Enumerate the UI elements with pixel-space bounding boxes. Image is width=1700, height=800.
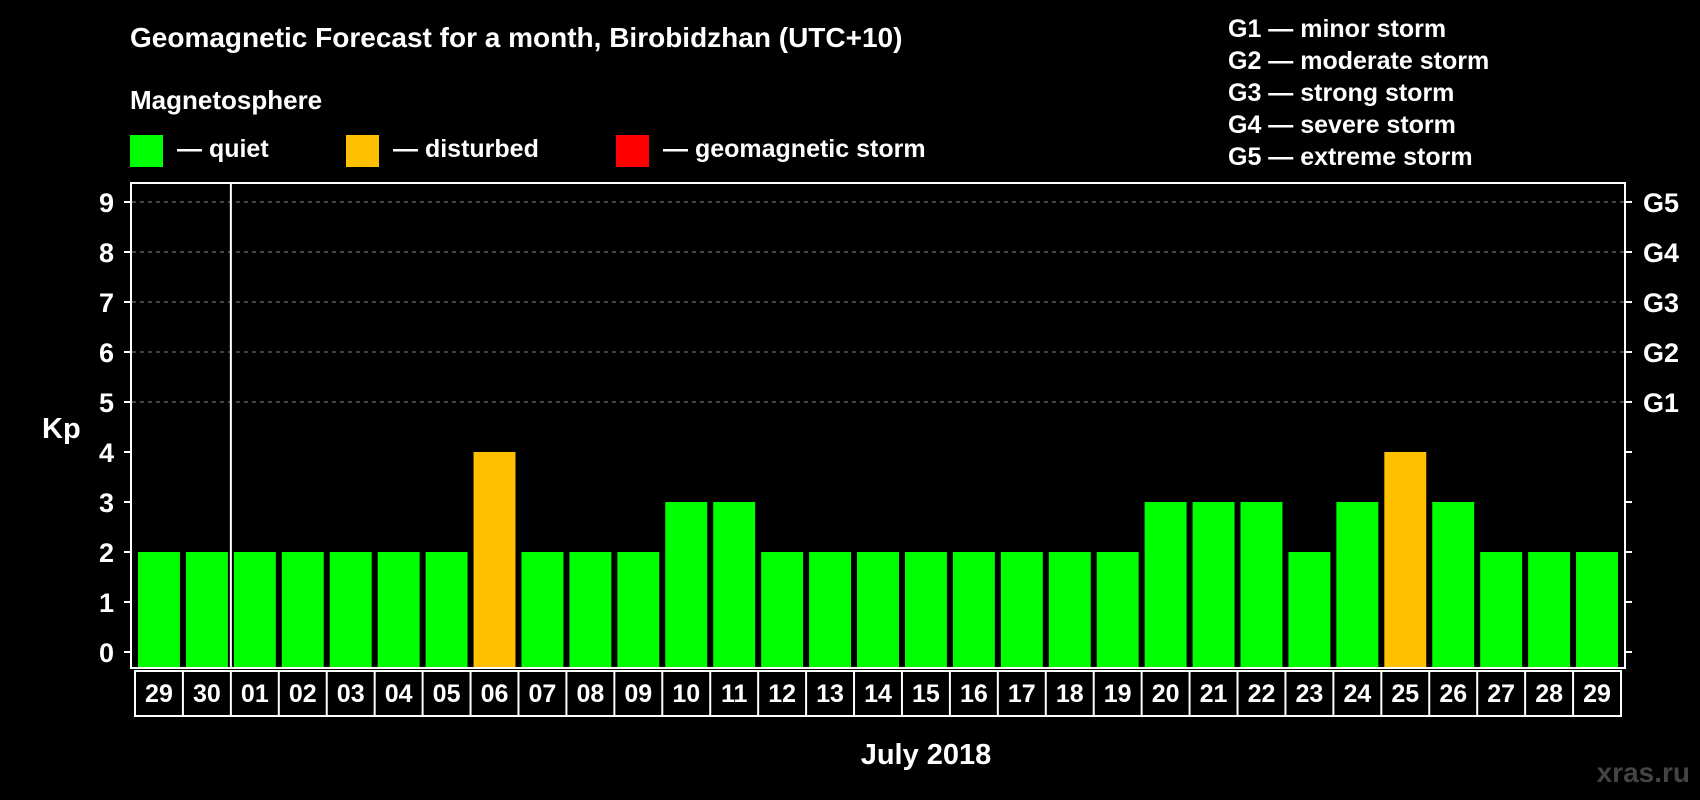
bar — [1192, 502, 1235, 667]
g-level-label: G2 — [1643, 338, 1679, 368]
y-tick-label: 3 — [99, 488, 114, 518]
g-legend-item: G4 — severe storm — [1228, 111, 1456, 139]
bar — [1480, 552, 1523, 667]
bar — [281, 552, 324, 667]
day-label: 28 — [1535, 680, 1563, 708]
day-label: 07 — [529, 680, 557, 708]
day-label: 21 — [1200, 680, 1228, 708]
bar — [713, 502, 756, 667]
day-label: 27 — [1487, 680, 1515, 708]
bar — [185, 552, 228, 667]
day-label: 25 — [1391, 680, 1419, 708]
day-label: 01 — [241, 680, 269, 708]
bar — [617, 552, 660, 667]
g-level-label: G1 — [1643, 388, 1679, 418]
day-label: 20 — [1152, 680, 1180, 708]
g-level-legend: G1 — minor storm G2 — moderate storm G3 — … — [1228, 15, 1489, 171]
day-label: 10 — [672, 680, 700, 708]
legend-label: — quiet — [177, 135, 269, 163]
day-label: 17 — [1008, 680, 1036, 708]
day-label: 11 — [721, 680, 748, 708]
bar — [1144, 502, 1187, 667]
day-label: 02 — [289, 680, 317, 708]
day-label: 29 — [145, 680, 173, 708]
y-axis-label: Kp — [42, 413, 81, 445]
bar — [1384, 452, 1427, 667]
day-label: 24 — [1343, 680, 1371, 708]
bar — [1528, 552, 1571, 667]
x-axis-label: July 2018 — [861, 739, 992, 771]
y-tick-label: 5 — [99, 388, 114, 418]
bar — [1432, 502, 1475, 667]
g-level-label: G3 — [1643, 288, 1679, 318]
bar — [329, 552, 372, 667]
g-level-label: G4 — [1643, 238, 1679, 268]
day-label: 13 — [816, 680, 844, 708]
bar — [1240, 502, 1283, 667]
watermark: xras.ru — [1597, 757, 1690, 788]
bar — [1000, 552, 1043, 667]
y-tick-label: 4 — [99, 438, 114, 468]
y-tick-label: 7 — [99, 288, 114, 318]
day-label: 06 — [481, 680, 509, 708]
bar — [377, 552, 420, 667]
y-tick-label: 1 — [99, 588, 114, 618]
day-label: 14 — [864, 680, 892, 708]
bar — [904, 552, 947, 667]
bar — [1096, 552, 1139, 667]
day-label: 05 — [433, 680, 461, 708]
g-legend-item: G3 — strong storm — [1228, 79, 1454, 107]
bar — [138, 552, 180, 667]
day-label: 04 — [385, 680, 413, 708]
day-label: 03 — [337, 680, 365, 708]
day-label-row — [134, 670, 1622, 717]
bar — [952, 552, 995, 667]
legend-label: — geomagnetic storm — [663, 135, 926, 163]
bar — [1288, 552, 1331, 667]
bar — [761, 552, 804, 667]
bar — [665, 502, 708, 667]
legend-label: — disturbed — [393, 135, 539, 163]
bar — [1336, 502, 1379, 667]
y-tick-label: 0 — [99, 638, 114, 668]
day-label: 12 — [768, 680, 796, 708]
bar — [425, 552, 468, 667]
day-label: 29 — [1583, 680, 1611, 708]
day-label: 09 — [624, 680, 652, 708]
day-label: 22 — [1248, 680, 1276, 708]
plot-frame — [130, 182, 1626, 669]
chart-title: Geomagnetic Forecast for a month, Birobi… — [130, 22, 902, 53]
day-label: 18 — [1056, 680, 1084, 708]
y-tick-label: 6 — [99, 338, 114, 368]
bar — [857, 552, 899, 667]
bar — [473, 452, 516, 667]
bar — [809, 552, 852, 667]
bar — [233, 552, 276, 667]
bar — [1576, 552, 1618, 667]
bar — [1048, 552, 1091, 667]
y-tick-label: 2 — [99, 538, 114, 568]
day-label: 19 — [1104, 680, 1132, 708]
day-label: 23 — [1296, 680, 1324, 708]
legend-swatch — [346, 135, 379, 167]
legend: — quiet — disturbed — geomagnetic storm — [130, 135, 926, 167]
day-label: 15 — [912, 680, 940, 708]
bar — [569, 552, 612, 667]
day-label: 26 — [1439, 680, 1467, 708]
g-legend-item: G5 — extreme storm — [1228, 143, 1473, 171]
bar — [521, 552, 564, 667]
legend-swatch — [130, 135, 163, 167]
y-tick-label: 9 — [99, 188, 114, 218]
day-label: 16 — [960, 680, 988, 708]
g-legend-item: G1 — minor storm — [1228, 15, 1446, 43]
g-level-label: G5 — [1643, 188, 1679, 218]
y-tick-label: 8 — [99, 238, 114, 268]
g-legend-item: G2 — moderate storm — [1228, 47, 1489, 75]
legend-swatch — [616, 135, 649, 167]
chart-subtitle: Magnetosphere — [130, 85, 322, 115]
day-label: 08 — [576, 680, 604, 708]
day-label: 30 — [193, 680, 221, 708]
